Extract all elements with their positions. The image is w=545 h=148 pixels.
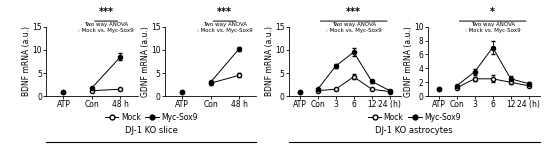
Text: DJ-1 KO slice: DJ-1 KO slice — [125, 126, 178, 135]
Text: DJ-1 KO astrocytes: DJ-1 KO astrocytes — [376, 126, 453, 135]
Text: Two way ANOVA
: Mock vs. Myc-Sox9: Two way ANOVA : Mock vs. Myc-Sox9 — [465, 22, 520, 33]
Text: ***: *** — [346, 7, 361, 17]
Legend: Mock, Myc-Sox9: Mock, Myc-Sox9 — [365, 110, 464, 125]
Text: *: * — [490, 7, 495, 17]
Text: Two way ANOVA
: Mock vs. Myc-Sox9: Two way ANOVA : Mock vs. Myc-Sox9 — [197, 22, 252, 33]
Text: Two way ANOVA
: Mock vs. Myc-Sox9: Two way ANOVA : Mock vs. Myc-Sox9 — [78, 22, 134, 33]
Text: ***: *** — [217, 7, 232, 17]
Text: Two way ANOVA
: Mock vs. Myc-Sox9: Two way ANOVA : Mock vs. Myc-Sox9 — [326, 22, 381, 33]
Y-axis label: BDNF mRNA (a.u.): BDNF mRNA (a.u.) — [265, 26, 274, 96]
Legend: Mock, Myc-Sox9: Mock, Myc-Sox9 — [102, 110, 201, 125]
Y-axis label: GDNF mRNA (a.u.): GDNF mRNA (a.u.) — [141, 26, 150, 97]
Text: ***: *** — [99, 7, 114, 17]
Y-axis label: BDNF mRNA (a.u.): BDNF mRNA (a.u.) — [22, 26, 31, 96]
Y-axis label: GDNF mRNA (a.u.): GDNF mRNA (a.u.) — [404, 26, 413, 97]
